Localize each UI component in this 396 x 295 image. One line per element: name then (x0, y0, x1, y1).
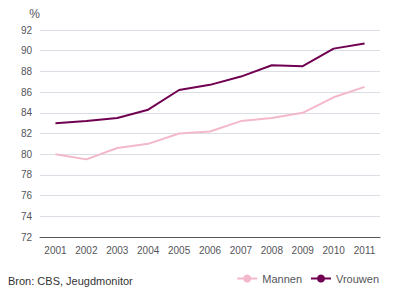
svg-text:2005: 2005 (168, 245, 191, 256)
svg-text:72: 72 (21, 232, 33, 243)
svg-text:2011: 2011 (354, 245, 376, 256)
svg-text:84: 84 (21, 107, 33, 118)
svg-text:90: 90 (21, 45, 33, 56)
svg-text:Bron: CBS, Jeugdmonitor: Bron: CBS, Jeugdmonitor (8, 275, 133, 287)
svg-text:2001: 2001 (44, 245, 67, 256)
svg-text:78: 78 (21, 169, 33, 180)
svg-text:Mannen: Mannen (262, 273, 302, 285)
svg-text:2009: 2009 (292, 245, 315, 256)
svg-text:82: 82 (21, 128, 33, 139)
svg-text:76: 76 (21, 190, 33, 201)
svg-text:2010: 2010 (323, 245, 346, 256)
svg-text:Vrouwen: Vrouwen (336, 273, 379, 285)
svg-text:2006: 2006 (199, 245, 222, 256)
svg-text:2003: 2003 (106, 245, 129, 256)
svg-text:2008: 2008 (261, 245, 284, 256)
svg-text:92: 92 (21, 25, 33, 36)
svg-text:80: 80 (21, 149, 33, 160)
svg-text:86: 86 (21, 87, 33, 98)
svg-text:88: 88 (21, 66, 33, 77)
svg-text:2002: 2002 (75, 245, 98, 256)
svg-text:74: 74 (21, 211, 33, 222)
svg-text:%: % (29, 7, 40, 21)
svg-text:2007: 2007 (230, 245, 253, 256)
svg-text:2004: 2004 (137, 245, 160, 256)
